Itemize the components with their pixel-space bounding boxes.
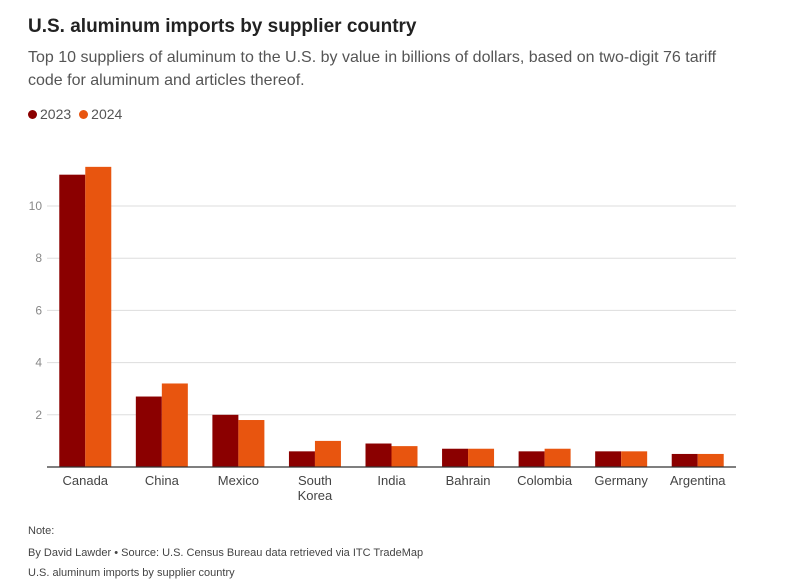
bar-2024-colombia [544,448,571,467]
note-label: Note: [28,525,55,537]
x-tick-label: China [145,473,180,488]
y-tick-label: 6 [35,303,42,317]
legend-item-2023: 2023 [28,106,71,122]
chart-subtitle: Top 10 suppliers of aluminum to the U.S.… [28,49,717,89]
bar-2024-south-korea [314,440,341,467]
bar-2024-germany [621,451,648,467]
x-tick-label: India [377,473,406,488]
x-tick-label: Colombia [517,473,573,488]
bar-2023-bahrain [442,448,469,467]
bar-2024-mexico [238,420,265,467]
legend-label-2023: 2023 [40,106,72,122]
legend-item-2024: 2024 [79,106,122,122]
x-tick-label: Argentina [670,473,726,488]
x-tick-label: Korea [298,488,333,503]
bar-2023-colombia [518,451,545,467]
legend-label-2024: 2024 [91,106,123,122]
bar-2024-india [391,446,418,467]
y-tick-label: 10 [29,199,43,213]
bar-2023-south-korea [288,451,315,467]
x-tick-label: South [298,473,332,488]
source-credit: By David Lawder • Source: U.S. Census Bu… [28,547,424,559]
y-tick-label: 2 [35,408,42,422]
x-tick-label: Canada [63,473,109,488]
bar-2023-india [365,443,392,467]
x-tick-label: Germany [594,473,648,488]
bar-2023-argentina [671,453,698,467]
bar-2023-china [135,396,162,467]
y-tick-label: 8 [35,251,42,265]
bar-2024-canada [85,166,112,467]
chart-name-footer: U.S. aluminum imports by supplier countr… [28,567,235,579]
chart-title: U.S. aluminum imports by supplier countr… [28,16,417,37]
y-tick-label: 4 [35,356,42,370]
bar-2024-china [161,383,188,467]
x-tick-label: Bahrain [446,473,491,488]
legend-swatch-2023 [28,109,37,119]
bar-2023-mexico [212,414,239,467]
legend: 2023 2024 [28,106,122,122]
legend-swatch-2024 [79,109,89,119]
bar-2024-argentina [697,453,724,467]
x-tick-label: Mexico [218,473,259,488]
bar-2023-germany [595,451,622,467]
bar-2023-canada [59,174,86,467]
bar-2024-bahrain [468,448,495,467]
